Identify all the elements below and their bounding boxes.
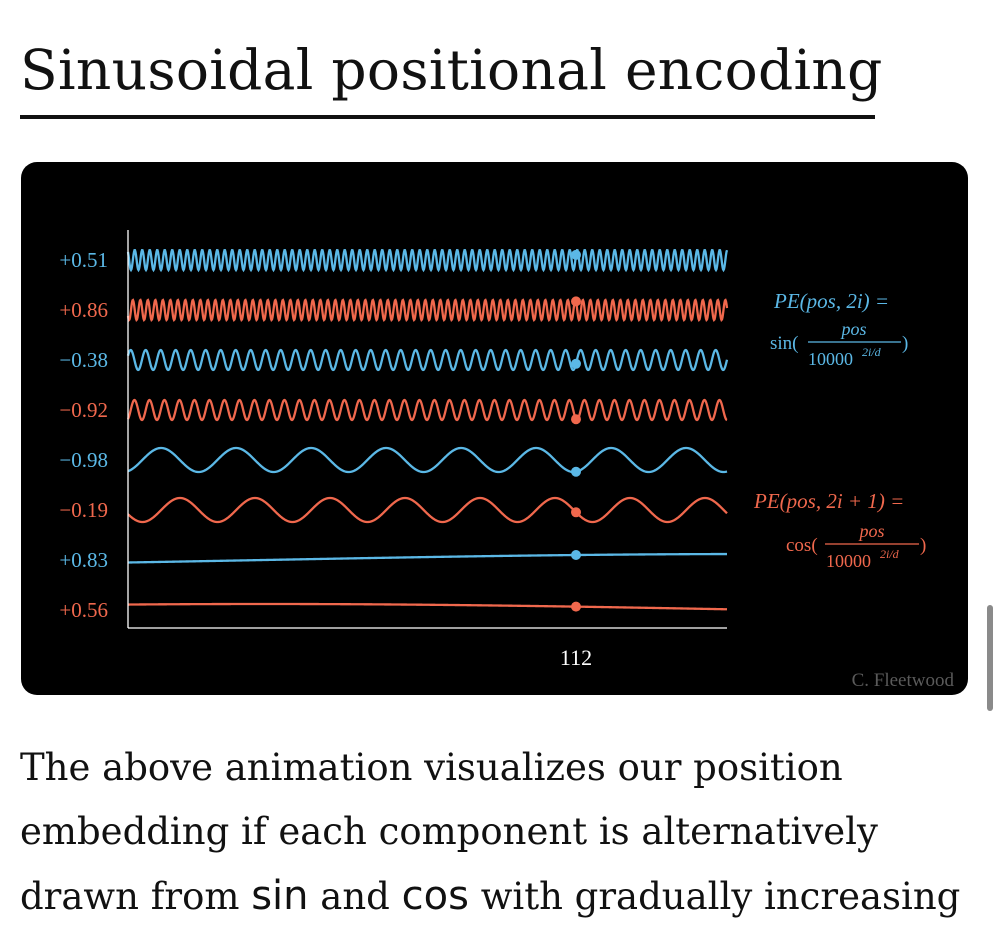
series-value-label: −0.19 [59,498,108,522]
series-point-sin-7 [571,550,581,561]
paragraph-line-1: The above animation visualizes our posit… [20,746,843,789]
cos-formula-func: cos( [786,535,818,556]
cos-formula-denominator: 10000 [826,551,871,571]
cos-formula: PE(pos, 2i + 1) = cos( pos 10000 2i/d ) [753,489,926,571]
sin-formula-numerator: pos [839,319,866,339]
cos-formula-close: ) [920,535,926,556]
series-point-cos-6 [571,507,581,518]
series-value-label: −0.98 [59,448,108,472]
cos-formula-numerator: pos [857,521,884,541]
paragraph-line-3-and: and [308,875,402,918]
series-point-sin-5 [571,466,581,477]
title-underline [20,115,875,119]
series-point-cos-4 [571,414,581,425]
sin-formula-denominator: 10000 [808,349,853,369]
series-point-cos-8 [571,601,581,612]
sin-formula-func: sin( [770,333,799,354]
paragraph-line-3-end: with gradually increasing [468,875,961,918]
series-line-cos-8 [127,602,728,611]
series-line-cos-2 [126,298,729,322]
series-value-label: +0.56 [59,598,108,622]
series-line-cos-6 [127,496,728,524]
paragraph-line-2: embedding if each component is alternati… [20,810,878,853]
series-value-label: +0.51 [59,248,108,272]
series-value-label: +0.83 [59,548,108,572]
cos-formula-exponent: 2i/d [880,547,900,561]
paragraph-line-3: drawn from sin and cos with gradually in… [20,873,961,919]
page-title: Sinusoidal positional encoding [20,38,883,102]
scrollbar-thumb[interactable] [987,605,993,711]
sin-formula-exponent: 2i/d [862,345,882,359]
series-line-cos-4 [126,398,728,422]
series-point-cos-2 [571,296,581,307]
cos-term: cos [401,873,469,919]
series-value-label: −0.92 [59,398,108,422]
positional-encoding-chart: 112 PE(pos, 2i) = sin( pos 10000 2i/d ) … [59,230,955,691]
sin-formula-close: ) [902,333,908,354]
series-point-sin-3 [571,358,581,369]
series-value-label: +0.86 [59,298,108,322]
series-line-sin-5 [127,446,728,474]
series-point-sin-1 [571,249,581,260]
description-paragraph: The above animation visualizes our posit… [20,736,980,929]
x-tick-label: 112 [560,645,592,670]
paragraph-line-3-start: drawn from [20,875,252,918]
series-line-sin-7 [127,552,727,564]
series-line-sin-3 [126,348,729,372]
credit-watermark: C. Fleetwood [852,670,955,691]
positional-encoding-animation: 112 PE(pos, 2i) = sin( pos 10000 2i/d ) … [21,162,968,695]
sin-term: sin [251,873,309,919]
sin-formula: PE(pos, 2i) = sin( pos 10000 2i/d ) [770,289,908,369]
sin-formula-lhs: PE(pos, 2i) = [773,289,889,313]
series-line-sin-1 [126,248,729,273]
series-value-label: −0.38 [59,348,108,372]
cos-formula-lhs: PE(pos, 2i + 1) = [753,489,904,513]
